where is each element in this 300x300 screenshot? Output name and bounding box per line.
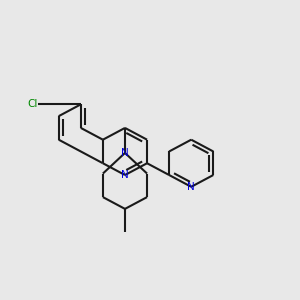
- Text: N: N: [121, 148, 129, 158]
- Text: Cl: Cl: [28, 99, 38, 110]
- Text: N: N: [121, 170, 129, 180]
- Text: N: N: [187, 182, 195, 192]
